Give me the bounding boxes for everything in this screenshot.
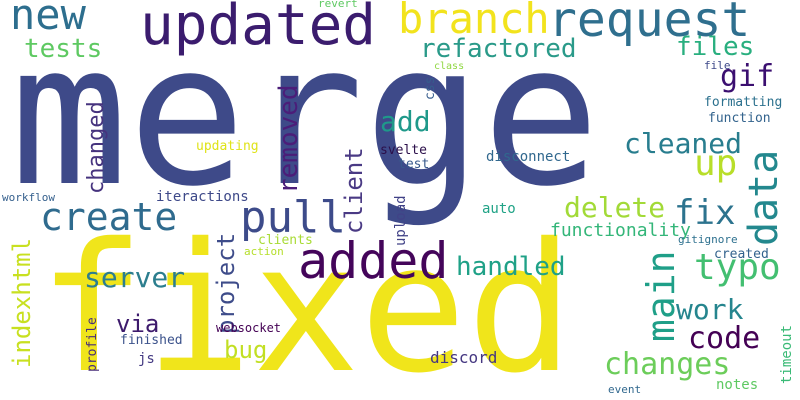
- word-request: request: [548, 0, 751, 48]
- word-merge: merge: [10, 2, 601, 230]
- word-create: create: [40, 195, 178, 239]
- word-functionality: functionality: [550, 220, 691, 241]
- word-delete: delete: [564, 191, 666, 224]
- word-project: project: [212, 232, 240, 334]
- word-svelte: svelte: [380, 143, 427, 158]
- word-tests: tests: [24, 34, 103, 64]
- word-test: test: [398, 157, 430, 172]
- word-clients: clients: [258, 233, 313, 248]
- word-handled: handled: [456, 252, 566, 282]
- word-add: add: [380, 105, 431, 138]
- word-file: file: [704, 59, 731, 72]
- word-client: client: [340, 147, 368, 234]
- word-files: files: [676, 32, 755, 62]
- word-js: js: [138, 351, 155, 367]
- word-up: up: [694, 143, 738, 184]
- word-removed: removed: [274, 84, 304, 194]
- word-main: main: [639, 250, 683, 342]
- word-fixed: fixed: [38, 205, 574, 400]
- word-upload: upload: [393, 195, 409, 246]
- word-discord: discord: [430, 348, 498, 367]
- word-pull: pull: [240, 192, 346, 243]
- word-added: added: [298, 232, 449, 290]
- word-profile: profile: [85, 317, 100, 372]
- word-changes: changes: [604, 347, 731, 382]
- word-cleaned: cleaned: [624, 127, 743, 160]
- word-function: function: [708, 111, 771, 126]
- word-bug: bug: [224, 336, 268, 364]
- word-disconnect: disconnect: [486, 149, 571, 165]
- word-gif: gif: [720, 59, 775, 94]
- word-code: code: [688, 321, 761, 356]
- word-via: via: [116, 310, 160, 338]
- word-action: action: [244, 245, 284, 258]
- word-fix: fix: [674, 193, 736, 233]
- word-finished: finished: [120, 333, 183, 348]
- word-changed: changed: [84, 101, 109, 194]
- word-formatting: formatting: [704, 95, 783, 110]
- word-typo: typo: [694, 247, 781, 288]
- word-updating: updating: [196, 139, 259, 154]
- word-created: created: [714, 247, 769, 262]
- word-class: class: [434, 61, 465, 72]
- word-workflow: workflow: [2, 191, 55, 204]
- word-data: data: [741, 149, 787, 246]
- word-css: css: [423, 76, 438, 100]
- word-indexhtml: indexhtml: [8, 237, 36, 368]
- word-server: server: [84, 261, 186, 294]
- word-notes: notes: [716, 377, 759, 393]
- word-timeout: timeout: [779, 324, 795, 384]
- word-branch: branch: [398, 0, 550, 43]
- word-event: event: [608, 383, 642, 396]
- word-websocket: websocket: [216, 321, 282, 335]
- word-iteractions: iteractions: [156, 189, 249, 205]
- word-refactored: refactored: [420, 34, 577, 64]
- word-auto: auto: [482, 201, 516, 217]
- word-updated: updated: [140, 0, 377, 58]
- word-revert: revert: [318, 0, 358, 10]
- word-work: work: [676, 293, 744, 326]
- word-new: new: [10, 0, 86, 39]
- word-gitignore: gitignore: [678, 233, 738, 246]
